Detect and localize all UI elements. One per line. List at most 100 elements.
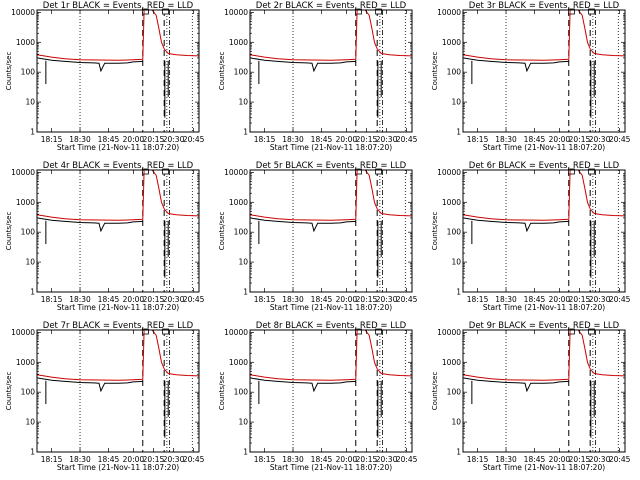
x-tick-label: 20:00 — [549, 135, 571, 144]
x-axis-label: Start Time (21-Nov-11 18:07:20) — [483, 303, 605, 312]
x-tick-label: 20:45 — [396, 135, 418, 144]
x-tick-label: 18:30 — [495, 135, 517, 144]
top-marker-box — [162, 8, 169, 15]
x-tick-label: 18:30 — [69, 455, 91, 464]
top-marker-box — [588, 328, 595, 335]
series-line-events — [250, 377, 356, 393]
y-axis-label: Counts/sec — [431, 372, 439, 411]
x-tick-label: 18:30 — [282, 295, 304, 304]
x-tick-label: 18:15 — [254, 135, 276, 144]
y-tick-label: 10 — [25, 258, 35, 267]
series-line-events — [250, 57, 356, 73]
series-line-lld — [463, 10, 625, 61]
x-tick-label: 18:45 — [98, 295, 120, 304]
series-line-lld — [37, 330, 199, 381]
top-marker-box — [588, 8, 595, 15]
panel-frame — [36, 169, 200, 293]
top-marker-box — [355, 168, 362, 175]
x-tick-label: 20:45 — [183, 135, 205, 144]
y-tick-label: 10 — [451, 98, 461, 107]
top-marker-box — [162, 168, 169, 175]
y-tick-label: 10 — [25, 98, 35, 107]
x-tick-label: 20:00 — [336, 455, 358, 464]
panel-frame — [249, 169, 413, 293]
top-marker-box — [355, 328, 362, 335]
x-tick-label: 20:15 — [143, 455, 165, 464]
panel-frame — [36, 329, 200, 453]
y-axis-label: Counts/sec — [5, 372, 13, 411]
series-line-lld — [463, 170, 625, 221]
x-tick-label: 20:00 — [123, 455, 145, 464]
y-tick-label: 10000 — [224, 168, 248, 177]
y-tick-label: 10000 — [11, 168, 35, 177]
x-tick-label: 18:45 — [311, 455, 333, 464]
y-tick-label: 10 — [451, 258, 461, 267]
series-line-lld — [37, 10, 199, 61]
x-tick-label: 18:45 — [524, 455, 546, 464]
x-axis-label: Start Time (21-Nov-11 18:07:20) — [57, 143, 179, 152]
panel-title: Det 5r BLACK = Events, RED = LLD — [256, 161, 407, 171]
y-tick-label: 10 — [238, 98, 248, 107]
x-tick-label: 20:45 — [609, 135, 631, 144]
y-tick-label: 100 — [447, 228, 462, 237]
x-tick-label: 18:15 — [467, 455, 489, 464]
y-tick-label: 1 — [30, 448, 35, 457]
y-axis-label: Counts/sec — [218, 372, 226, 411]
x-axis-label: Start Time (21-Nov-11 18:07:20) — [270, 463, 392, 472]
x-tick-label: 18:15 — [467, 295, 489, 304]
top-marker-box — [162, 328, 169, 335]
panel-title: Det 6r BLACK = Events, RED = LLD — [469, 161, 620, 171]
x-tick-label: 20:45 — [183, 455, 205, 464]
y-tick-label: 1 — [243, 128, 248, 137]
y-tick-label: 1000 — [442, 358, 461, 367]
top-marker-box — [142, 8, 149, 15]
y-tick-label: 100 — [21, 68, 36, 77]
panel-frame — [249, 329, 413, 453]
x-tick-label: 20:30 — [589, 135, 611, 144]
y-tick-label: 100 — [21, 388, 36, 397]
y-tick-label: 10 — [238, 418, 248, 427]
panel-frame — [36, 9, 200, 133]
x-tick-label: 20:30 — [163, 295, 185, 304]
y-tick-label: 1000 — [229, 38, 248, 47]
panel-frame — [462, 329, 626, 453]
top-marker-box — [568, 328, 575, 335]
series-line-events — [37, 377, 143, 393]
x-tick-label: 20:15 — [356, 295, 378, 304]
x-tick-label: 20:15 — [143, 295, 165, 304]
x-axis-label: Start Time (21-Nov-11 18:07:20) — [483, 143, 605, 152]
series-line-events — [250, 217, 356, 233]
x-tick-label: 20:15 — [569, 135, 591, 144]
panel-title: Det 7r BLACK = Events, RED = LLD — [43, 321, 194, 331]
x-tick-label: 20:00 — [123, 135, 145, 144]
y-tick-label: 1 — [243, 288, 248, 297]
x-tick-label: 20:30 — [589, 295, 611, 304]
x-tick-label: 20:00 — [549, 455, 571, 464]
x-tick-label: 20:45 — [396, 295, 418, 304]
series-line-lld — [250, 170, 412, 221]
x-tick-label: 18:15 — [467, 135, 489, 144]
top-marker-box — [142, 168, 149, 175]
series-line-lld — [37, 170, 199, 221]
y-tick-label: 10000 — [11, 328, 35, 337]
y-tick-label: 1000 — [16, 358, 35, 367]
panel-title: Det 9r BLACK = Events, RED = LLD — [469, 321, 620, 331]
y-tick-label: 100 — [447, 68, 462, 77]
chart-panel: Det 1r BLACK = Events, RED = LLD 1 10 100 10… — [5, 1, 205, 152]
top-marker-box — [375, 168, 382, 175]
panel-frame — [462, 169, 626, 293]
x-tick-label: 18:30 — [282, 455, 304, 464]
y-tick-label: 10000 — [224, 328, 248, 337]
x-tick-label: 18:45 — [98, 455, 120, 464]
series-line-lld — [250, 330, 412, 381]
x-tick-label: 20:45 — [396, 455, 418, 464]
y-tick-label: 1 — [456, 448, 461, 457]
x-tick-label: 18:30 — [69, 135, 91, 144]
top-marker-box — [375, 8, 382, 15]
chart-panel: Det 2r BLACK = Events, RED = LLD 1 10 100 10… — [218, 1, 418, 152]
x-tick-label: 18:15 — [41, 135, 63, 144]
x-tick-label: 20:15 — [569, 455, 591, 464]
y-tick-label: 1000 — [16, 198, 35, 207]
x-tick-label: 18:15 — [41, 295, 63, 304]
